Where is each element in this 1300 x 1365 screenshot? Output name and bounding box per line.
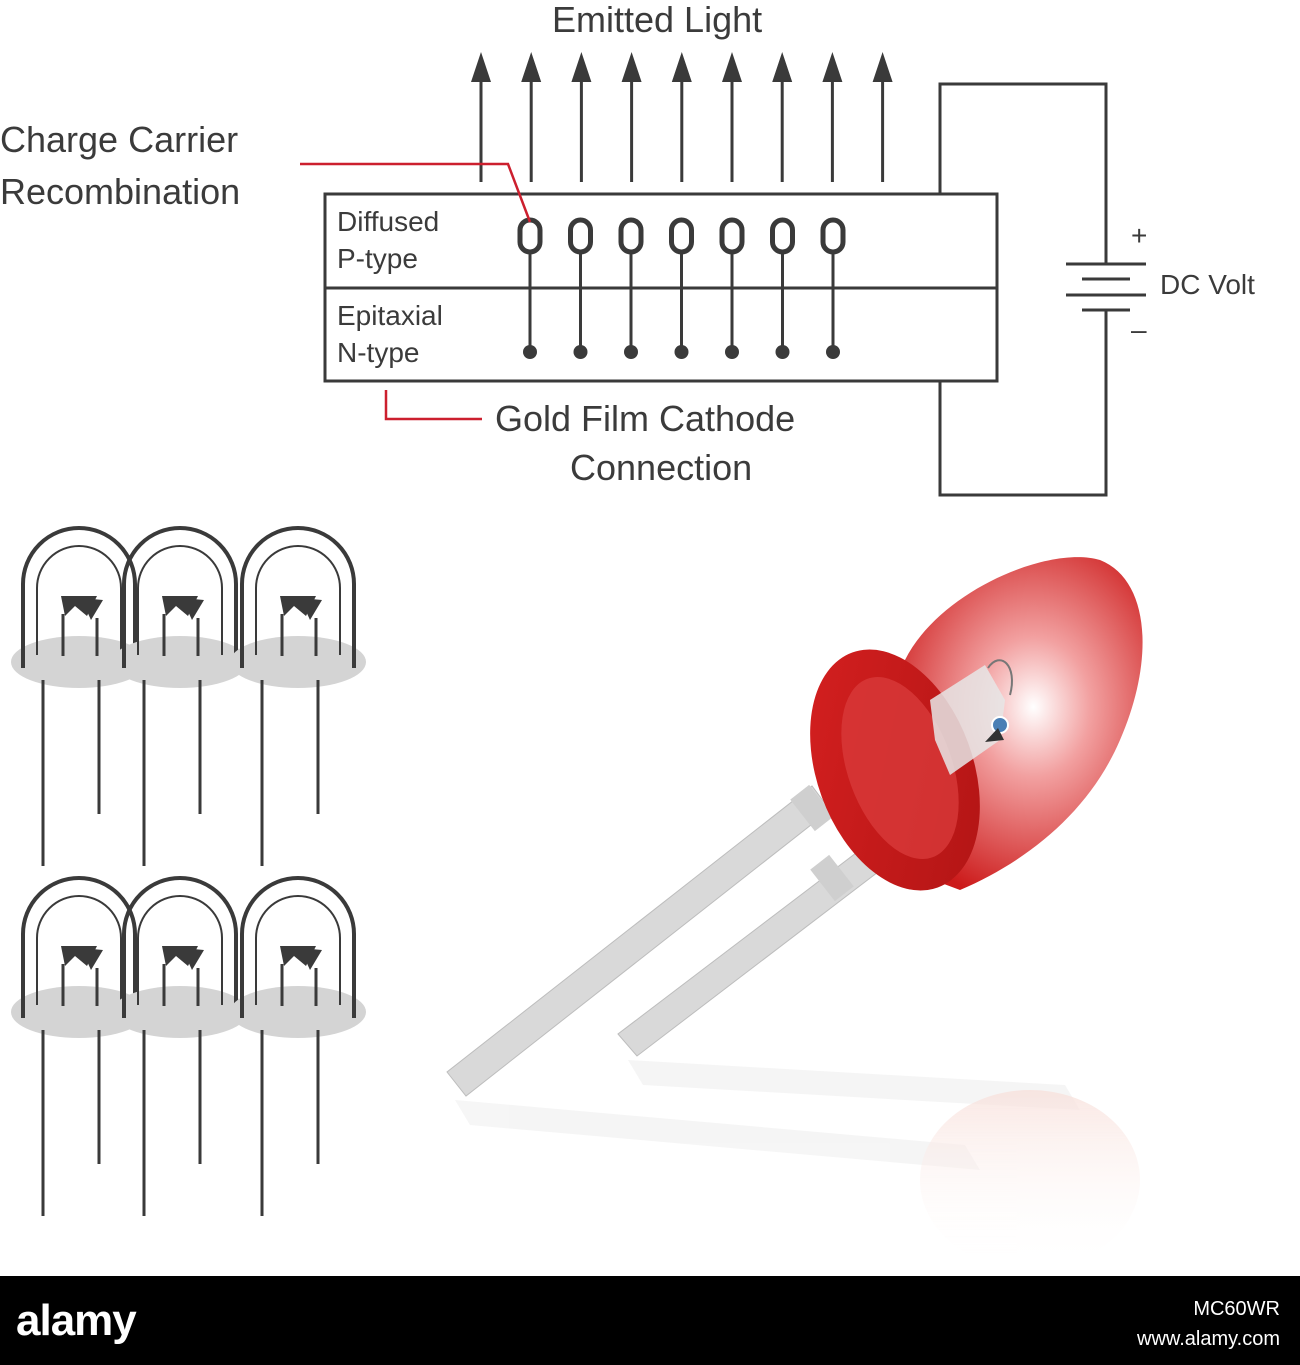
small-led-icon xyxy=(112,876,248,1216)
hole-marker xyxy=(669,217,694,255)
emitted-light-label: Emitted Light xyxy=(552,0,763,40)
connection-label: Connection xyxy=(570,447,753,488)
carrier-pair xyxy=(820,217,846,359)
hole-marker xyxy=(618,217,644,255)
carrier-pair xyxy=(568,217,593,359)
led-reflection xyxy=(455,1060,1140,1270)
p-type-label: P-type xyxy=(337,243,418,274)
light-arrow xyxy=(671,52,692,182)
gold-film-cathode-label: Gold Film Cathode xyxy=(495,398,796,439)
led-die xyxy=(991,716,1009,734)
recombination-leader-line xyxy=(300,162,532,223)
hole-marker xyxy=(770,217,795,255)
carrier-pair xyxy=(669,217,694,359)
semiconductor-block xyxy=(323,192,999,383)
small-led-icon xyxy=(230,526,366,866)
n-type-label: N-type xyxy=(337,337,420,368)
diffused-label: Diffused xyxy=(337,206,440,237)
watermark-logo: alamy xyxy=(16,1296,137,1345)
electron-dot xyxy=(775,345,790,359)
carrier-pair xyxy=(517,217,543,359)
small-led-icons xyxy=(11,526,366,1216)
electron-dot xyxy=(725,345,739,359)
watermark-bar xyxy=(0,1276,1300,1365)
hole-marker xyxy=(517,217,543,255)
carrier-pair xyxy=(719,217,745,359)
epitaxial-label: Epitaxial xyxy=(337,300,443,331)
battery-minus-sign: – xyxy=(1131,314,1147,345)
electron-dot xyxy=(573,345,588,359)
electron-dot xyxy=(674,345,689,359)
small-led-icon xyxy=(230,876,366,1216)
small-led-icon xyxy=(11,526,147,866)
dc-volt-label: DC Volt xyxy=(1160,269,1255,300)
carrier-pair xyxy=(770,217,795,359)
small-led-icon xyxy=(112,526,248,866)
hole-marker xyxy=(719,217,745,255)
watermark-image-id: MC60WR xyxy=(1193,1298,1280,1320)
led-anvil xyxy=(930,665,1005,775)
carrier-pair xyxy=(618,217,644,359)
red-led-3d xyxy=(446,557,1143,1097)
emitted-light-arrows xyxy=(471,52,893,182)
light-arrow xyxy=(872,52,893,182)
dc-circuit xyxy=(938,82,1146,497)
charge-carrier-pairs xyxy=(517,217,846,359)
light-arrow xyxy=(521,52,542,182)
light-arrow xyxy=(722,52,742,182)
electron-dot xyxy=(826,345,840,359)
light-arrow xyxy=(471,52,491,182)
hole-marker xyxy=(568,217,593,255)
light-arrow xyxy=(772,52,793,182)
electron-dot xyxy=(624,345,638,359)
hole-marker xyxy=(820,217,846,255)
light-arrow xyxy=(571,52,592,182)
light-arrow xyxy=(621,52,642,182)
watermark-url: www.alamy.com xyxy=(1137,1328,1280,1350)
light-arrow xyxy=(822,52,843,182)
cathode-leader-line xyxy=(384,390,482,421)
recombination-label: Recombination xyxy=(0,171,241,212)
battery-plus-sign: + xyxy=(1131,220,1148,251)
small-led-icon xyxy=(11,876,147,1216)
electron-dot xyxy=(523,345,537,359)
charge-carrier-label: Charge Carrier xyxy=(0,119,239,160)
